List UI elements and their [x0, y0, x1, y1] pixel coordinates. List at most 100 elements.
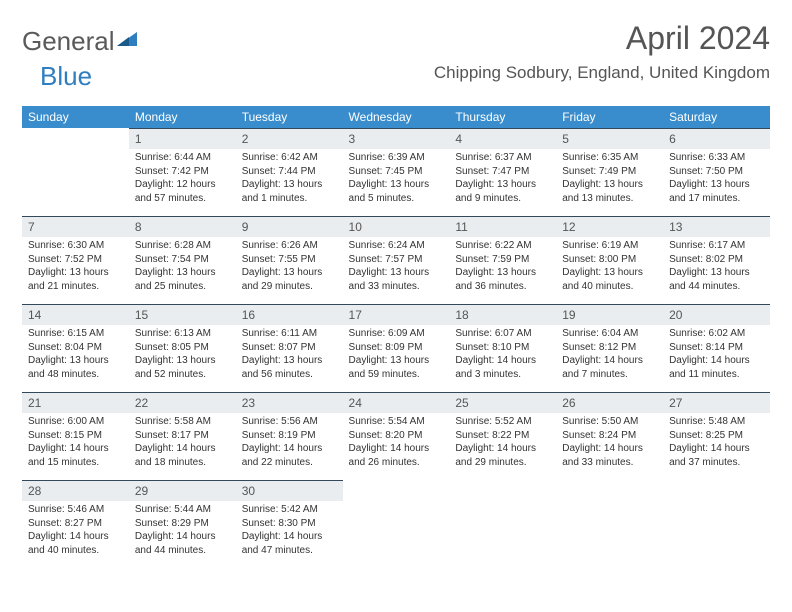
day-header: Sunday [22, 106, 129, 128]
calendar-day-cell [556, 480, 663, 568]
day-number: 23 [236, 392, 343, 413]
sunrise-text: Sunrise: 6:17 AM [669, 239, 764, 253]
day-content: Sunrise: 6:42 AMSunset: 7:44 PMDaylight:… [236, 149, 343, 209]
sunset-text: Sunset: 8:25 PM [669, 429, 764, 443]
daylight-text: Daylight: 13 hours and 48 minutes. [28, 354, 123, 381]
day-number: 18 [449, 304, 556, 325]
daylight-text: Daylight: 13 hours and 33 minutes. [349, 266, 444, 293]
calendar-day-cell: 26Sunrise: 5:50 AMSunset: 8:24 PMDayligh… [556, 392, 663, 480]
day-number: 9 [236, 216, 343, 237]
brand-logo: General [22, 26, 139, 57]
calendar-day-cell: 2Sunrise: 6:42 AMSunset: 7:44 PMDaylight… [236, 128, 343, 216]
sunrise-text: Sunrise: 6:04 AM [562, 327, 657, 341]
daylight-text: Daylight: 14 hours and 40 minutes. [28, 530, 123, 557]
day-header: Monday [129, 106, 236, 128]
sunset-text: Sunset: 8:09 PM [349, 341, 444, 355]
sunset-text: Sunset: 8:20 PM [349, 429, 444, 443]
day-number: 11 [449, 216, 556, 237]
calendar-day-cell: 15Sunrise: 6:13 AMSunset: 8:05 PMDayligh… [129, 304, 236, 392]
daylight-text: Daylight: 13 hours and 25 minutes. [135, 266, 230, 293]
day-content: Sunrise: 6:02 AMSunset: 8:14 PMDaylight:… [663, 325, 770, 385]
sunset-text: Sunset: 7:45 PM [349, 165, 444, 179]
sunrise-text: Sunrise: 6:02 AM [669, 327, 764, 341]
sunrise-text: Sunrise: 6:33 AM [669, 151, 764, 165]
day-number: 12 [556, 216, 663, 237]
day-content: Sunrise: 6:28 AMSunset: 7:54 PMDaylight:… [129, 237, 236, 297]
day-number: 27 [663, 392, 770, 413]
calendar-day-cell [343, 480, 450, 568]
day-content: Sunrise: 5:56 AMSunset: 8:19 PMDaylight:… [236, 413, 343, 473]
calendar-day-cell: 18Sunrise: 6:07 AMSunset: 8:10 PMDayligh… [449, 304, 556, 392]
sunset-text: Sunset: 8:30 PM [242, 517, 337, 531]
day-content: Sunrise: 6:39 AMSunset: 7:45 PMDaylight:… [343, 149, 450, 209]
daylight-text: Daylight: 12 hours and 57 minutes. [135, 178, 230, 205]
sunset-text: Sunset: 7:47 PM [455, 165, 550, 179]
sunset-text: Sunset: 7:59 PM [455, 253, 550, 267]
calendar-week-row: 21Sunrise: 6:00 AMSunset: 8:15 PMDayligh… [22, 392, 770, 480]
calendar-day-cell: 17Sunrise: 6:09 AMSunset: 8:09 PMDayligh… [343, 304, 450, 392]
daylight-text: Daylight: 14 hours and 15 minutes. [28, 442, 123, 469]
sunset-text: Sunset: 8:15 PM [28, 429, 123, 443]
daylight-text: Daylight: 14 hours and 44 minutes. [135, 530, 230, 557]
calendar-table: Sunday Monday Tuesday Wednesday Thursday… [22, 106, 770, 568]
day-number: 16 [236, 304, 343, 325]
sunset-text: Sunset: 7:44 PM [242, 165, 337, 179]
daylight-text: Daylight: 13 hours and 1 minutes. [242, 178, 337, 205]
day-number: 1 [129, 128, 236, 149]
sunrise-text: Sunrise: 6:15 AM [28, 327, 123, 341]
calendar-week-row: 14Sunrise: 6:15 AMSunset: 8:04 PMDayligh… [22, 304, 770, 392]
day-content: Sunrise: 5:42 AMSunset: 8:30 PMDaylight:… [236, 501, 343, 561]
sunrise-text: Sunrise: 6:09 AM [349, 327, 444, 341]
day-number: 21 [22, 392, 129, 413]
calendar-day-cell: 6Sunrise: 6:33 AMSunset: 7:50 PMDaylight… [663, 128, 770, 216]
calendar-day-cell: 27Sunrise: 5:48 AMSunset: 8:25 PMDayligh… [663, 392, 770, 480]
day-header-row: Sunday Monday Tuesday Wednesday Thursday… [22, 106, 770, 128]
day-number: 19 [556, 304, 663, 325]
daylight-text: Daylight: 14 hours and 22 minutes. [242, 442, 337, 469]
day-content: Sunrise: 6:00 AMSunset: 8:15 PMDaylight:… [22, 413, 129, 473]
day-header: Tuesday [236, 106, 343, 128]
sunset-text: Sunset: 7:52 PM [28, 253, 123, 267]
day-content: Sunrise: 6:07 AMSunset: 8:10 PMDaylight:… [449, 325, 556, 385]
day-content: Sunrise: 6:35 AMSunset: 7:49 PMDaylight:… [556, 149, 663, 209]
sunset-text: Sunset: 8:14 PM [669, 341, 764, 355]
sunset-text: Sunset: 7:42 PM [135, 165, 230, 179]
calendar-day-cell: 4Sunrise: 6:37 AMSunset: 7:47 PMDaylight… [449, 128, 556, 216]
day-content: Sunrise: 6:30 AMSunset: 7:52 PMDaylight:… [22, 237, 129, 297]
calendar-day-cell [22, 128, 129, 216]
day-content: Sunrise: 6:33 AMSunset: 7:50 PMDaylight:… [663, 149, 770, 209]
brand-name-grey: General [22, 26, 115, 57]
calendar-day-cell: 28Sunrise: 5:46 AMSunset: 8:27 PMDayligh… [22, 480, 129, 568]
calendar-day-cell: 13Sunrise: 6:17 AMSunset: 8:02 PMDayligh… [663, 216, 770, 304]
day-content: Sunrise: 6:09 AMSunset: 8:09 PMDaylight:… [343, 325, 450, 385]
day-content: Sunrise: 6:11 AMSunset: 8:07 PMDaylight:… [236, 325, 343, 385]
calendar-day-cell [663, 480, 770, 568]
calendar-day-cell: 21Sunrise: 6:00 AMSunset: 8:15 PMDayligh… [22, 392, 129, 480]
sunrise-text: Sunrise: 6:19 AM [562, 239, 657, 253]
day-content: Sunrise: 5:46 AMSunset: 8:27 PMDaylight:… [22, 501, 129, 561]
calendar-day-cell [449, 480, 556, 568]
sunrise-text: Sunrise: 6:35 AM [562, 151, 657, 165]
sunset-text: Sunset: 8:07 PM [242, 341, 337, 355]
sunrise-text: Sunrise: 6:13 AM [135, 327, 230, 341]
calendar-week-row: 28Sunrise: 5:46 AMSunset: 8:27 PMDayligh… [22, 480, 770, 568]
sunset-text: Sunset: 8:17 PM [135, 429, 230, 443]
sunset-text: Sunset: 8:19 PM [242, 429, 337, 443]
day-number: 30 [236, 480, 343, 501]
sunrise-text: Sunrise: 5:52 AM [455, 415, 550, 429]
day-content: Sunrise: 6:17 AMSunset: 8:02 PMDaylight:… [663, 237, 770, 297]
sunrise-text: Sunrise: 6:11 AM [242, 327, 337, 341]
daylight-text: Daylight: 13 hours and 56 minutes. [242, 354, 337, 381]
day-header: Wednesday [343, 106, 450, 128]
calendar-day-cell: 23Sunrise: 5:56 AMSunset: 8:19 PMDayligh… [236, 392, 343, 480]
calendar-day-cell: 20Sunrise: 6:02 AMSunset: 8:14 PMDayligh… [663, 304, 770, 392]
sunrise-text: Sunrise: 5:54 AM [349, 415, 444, 429]
daylight-text: Daylight: 13 hours and 52 minutes. [135, 354, 230, 381]
daylight-text: Daylight: 14 hours and 11 minutes. [669, 354, 764, 381]
calendar-day-cell: 30Sunrise: 5:42 AMSunset: 8:30 PMDayligh… [236, 480, 343, 568]
sunrise-text: Sunrise: 5:48 AM [669, 415, 764, 429]
sunrise-text: Sunrise: 6:24 AM [349, 239, 444, 253]
calendar-day-cell: 12Sunrise: 6:19 AMSunset: 8:00 PMDayligh… [556, 216, 663, 304]
calendar-day-cell: 11Sunrise: 6:22 AMSunset: 7:59 PMDayligh… [449, 216, 556, 304]
daylight-text: Daylight: 13 hours and 13 minutes. [562, 178, 657, 205]
